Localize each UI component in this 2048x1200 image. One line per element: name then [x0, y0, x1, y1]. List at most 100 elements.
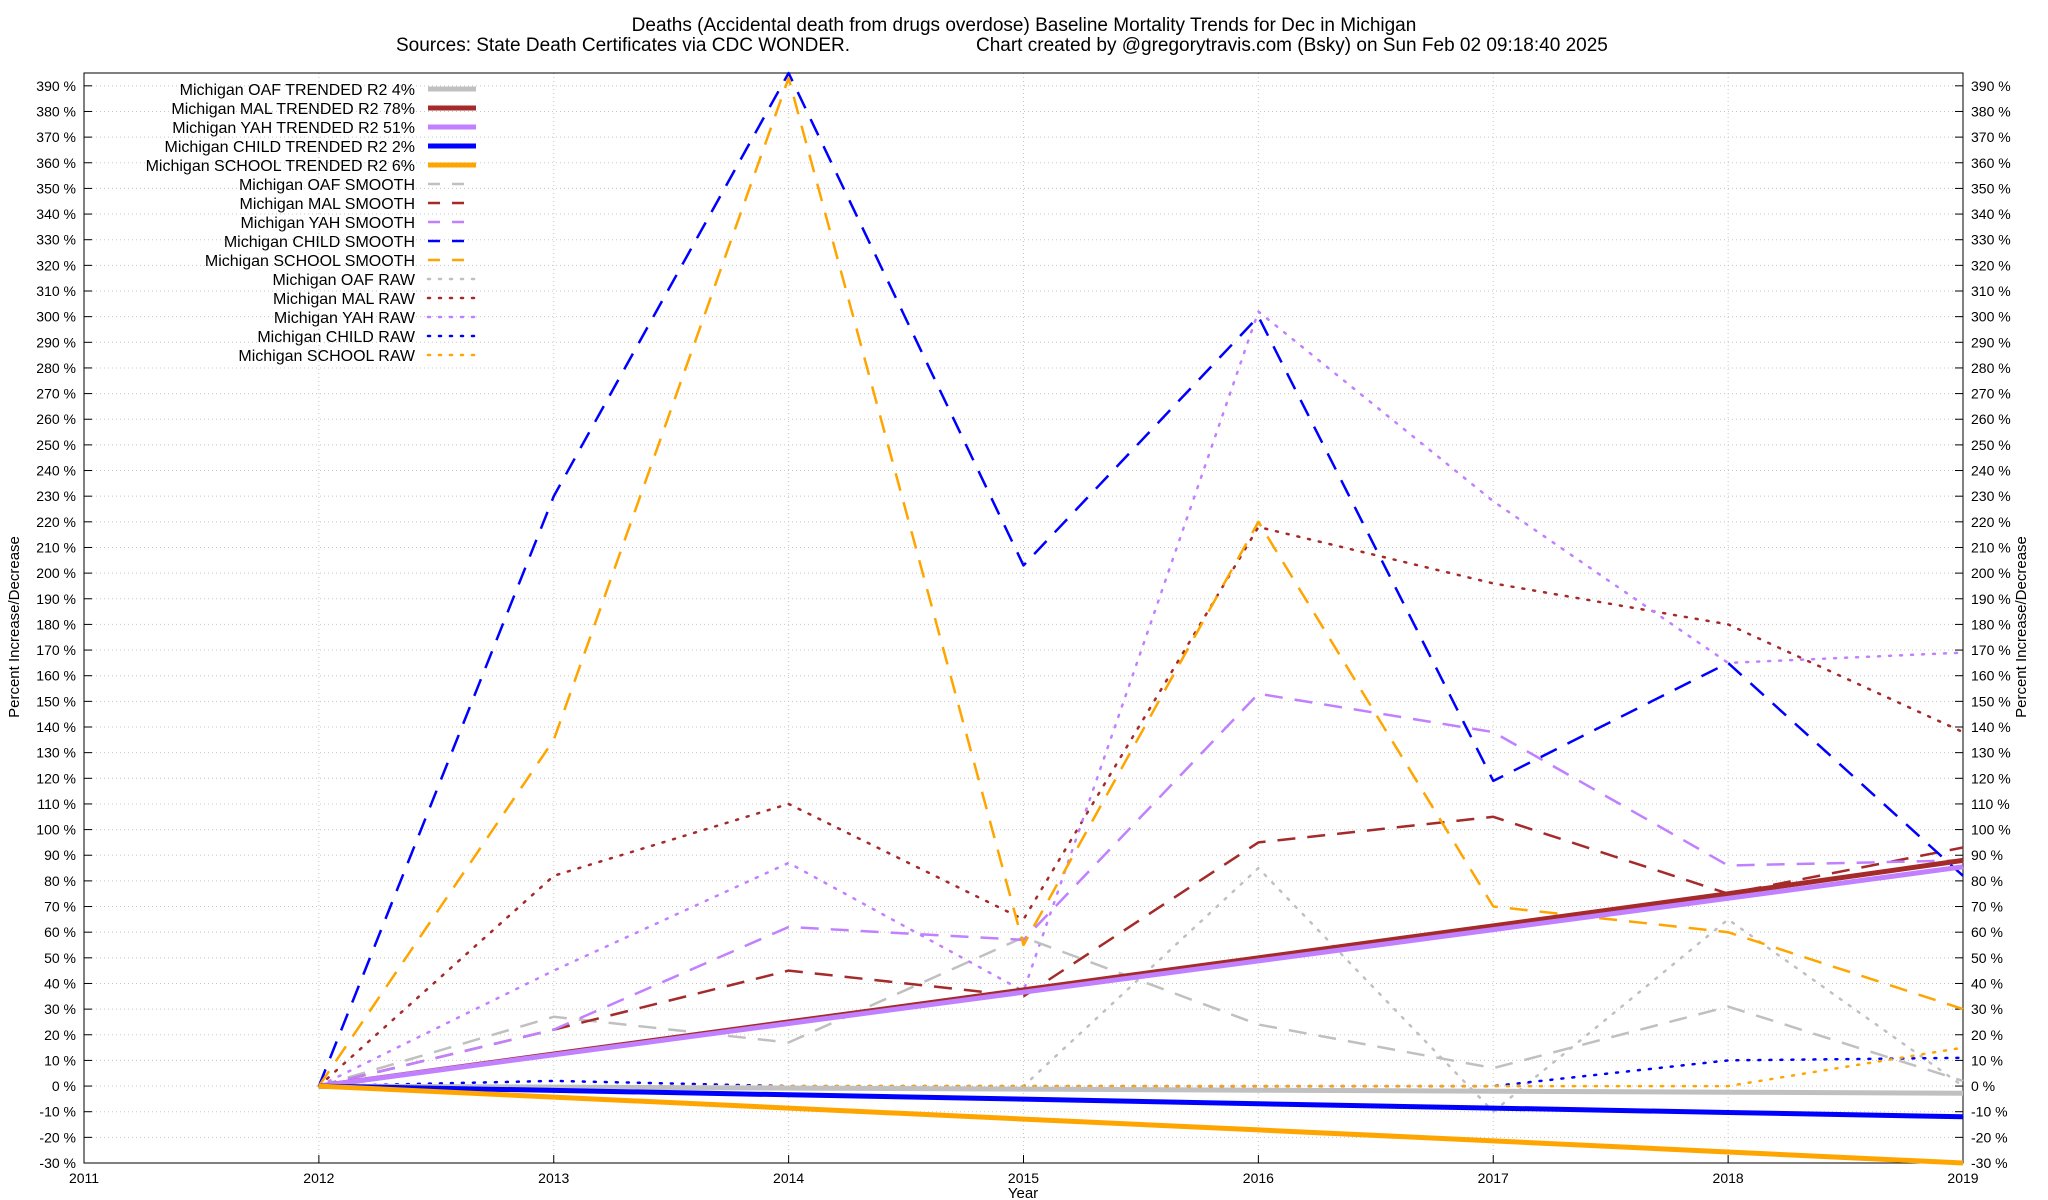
y-tick-label-right: 350 %: [1971, 180, 2011, 196]
y-tick-label-left: -10 %: [39, 1104, 76, 1120]
x-tick-label: 2016: [1243, 1170, 1274, 1186]
legend-label: Michigan SCHOOL RAW: [238, 348, 416, 365]
y-tick-label-left: 260 %: [36, 411, 76, 427]
x-tick-label: 2014: [773, 1170, 804, 1186]
y-tick-label-left: 80 %: [44, 873, 76, 889]
y-tick-label-right: 300 %: [1971, 309, 2011, 325]
y-tick-label-left: 110 %: [37, 796, 76, 812]
legend-label: Michigan SCHOOL SMOOTH: [205, 253, 415, 270]
y-tick-label-left: 10 %: [44, 1052, 76, 1068]
y-tick-label-left: 320 %: [36, 257, 76, 273]
y-tick-label-right: 40 %: [1971, 975, 2003, 991]
y-tick-label-right: 50 %: [1971, 950, 2003, 966]
y-axis-label-left: Percent Increase/Decrease: [6, 536, 23, 718]
y-tick-label-left: 50 %: [44, 950, 76, 966]
series-line-michigan-yah-trended: [318, 864, 1964, 1089]
y-tick-label-right: 260 %: [1971, 411, 2011, 427]
series-line-michigan-school-trended: [318, 1083, 1964, 1166]
y-tick-label-left: 0 %: [52, 1078, 76, 1094]
x-tick-label: 2012: [303, 1170, 334, 1186]
y-tick-label-left: 180 %: [36, 616, 76, 632]
legend-label: Michigan OAF RAW: [272, 272, 415, 289]
x-tick-label: 2018: [1713, 1170, 1744, 1186]
y-tick-label-left: 330 %: [36, 232, 76, 248]
chart-title: Deaths (Accidental death from drugs over…: [632, 15, 1417, 36]
y-tick-label-left: 240 %: [36, 463, 76, 479]
y-tick-label-right: 290 %: [1971, 334, 2011, 350]
y-tick-label-right: 200 %: [1971, 565, 2011, 581]
y-tick-label-left: 100 %: [36, 822, 76, 838]
y-tick-label-right: 210 %: [1971, 539, 2011, 555]
y-tick-label-left: 200 %: [36, 565, 76, 581]
x-tick-label: 2011: [69, 1170, 99, 1186]
y-tick-label-right: 90 %: [1971, 847, 2003, 863]
legend-label: Michigan CHILD SMOOTH: [224, 234, 415, 251]
y-tick-label-right: 320 %: [1971, 257, 2011, 273]
y-axis-label-right: Percent Increase/Decrease: [2013, 536, 2030, 718]
y-tick-label-left: 170 %: [36, 642, 76, 658]
legend-label: Michigan YAH TRENDED R2 51%: [172, 120, 415, 137]
y-tick-label-left: 90 %: [44, 847, 76, 863]
chart-subtitle-credit: Chart created by @gregorytravis.com (Bsk…: [976, 35, 1608, 56]
y-tick-label-right: 140 %: [1971, 719, 2011, 735]
y-tick-label-right: 390 %: [1971, 78, 2011, 94]
y-tick-label-left: 340 %: [36, 206, 76, 222]
y-tick-label-right: 230 %: [1971, 488, 2011, 504]
y-tick-label-left: 20 %: [44, 1027, 76, 1043]
legend-label: Michigan CHILD RAW: [257, 329, 416, 346]
series-lines: [317, 71, 1965, 1166]
y-tick-label-right: 0 %: [1971, 1078, 1995, 1094]
y-tick-label-right: 60 %: [1971, 924, 2003, 940]
series-line-michigan-child-smooth: [317, 71, 1964, 1087]
y-tick-label-right: 280 %: [1971, 360, 2011, 376]
series-line-michigan-mal-raw: [317, 525, 1965, 1088]
y-tick-label-left: 130 %: [36, 745, 76, 761]
y-tick-label-right: 340 %: [1971, 206, 2011, 222]
y-tick-label-left: 300 %: [36, 309, 76, 325]
series-line-michigan-oaf-raw: [317, 866, 1965, 1113]
series-line-michigan-mal-smooth: [318, 815, 1964, 1088]
y-tick-label-right: 120 %: [1971, 770, 2011, 786]
y-tick-label-left: 60 %: [44, 924, 76, 940]
x-tick-label: 2015: [1008, 1170, 1039, 1186]
series-line-michigan-oaf-smooth: [318, 936, 1964, 1088]
y-tick-label-left: 190 %: [36, 591, 76, 607]
y-tick-label-left: -30 %: [39, 1155, 76, 1171]
y-tick-label-right: 220 %: [1971, 514, 2011, 530]
y-tick-label-right: -10 %: [1971, 1104, 2008, 1120]
y-tick-label-left: 70 %: [44, 899, 76, 915]
y-tick-label-left: 40 %: [44, 975, 76, 991]
y-tick-label-right: 130 %: [1971, 745, 2011, 761]
y-tick-label-left: 270 %: [36, 386, 76, 402]
y-tick-label-left: 230 %: [36, 488, 76, 504]
y-tick-label-left: 370 %: [36, 129, 76, 145]
y-tick-label-right: 360 %: [1971, 155, 2011, 171]
y-tick-label-left: 220 %: [36, 514, 76, 530]
y-tick-label-right: -20 %: [1971, 1129, 2008, 1145]
legend-label: Michigan YAH RAW: [274, 310, 416, 327]
y-tick-label-right: 380 %: [1971, 103, 2011, 119]
y-tick-label-left: 350 %: [36, 180, 76, 196]
y-tick-label-right: 30 %: [1971, 1001, 2003, 1017]
y-tick-label-right: 110 %: [1971, 796, 2010, 812]
y-tick-label-left: 310 %: [36, 283, 76, 299]
y-tick-label-left: 210 %: [36, 539, 76, 555]
y-tick-label-right: 160 %: [1971, 668, 2011, 684]
series-line-michigan-yah-raw: [317, 310, 1965, 1088]
legend-label: Michigan YAH SMOOTH: [240, 215, 415, 232]
y-tick-label-right: 100 %: [1971, 822, 2011, 838]
axis-ticks: -30 % -30 % -20 % -20 % -10 % -10 % 0 % 0 % 10 %…: [36, 78, 2010, 1186]
y-tick-label-left: 120 %: [36, 770, 76, 786]
y-tick-label-right: 240 %: [1971, 463, 2011, 479]
series-line-michigan-school-smooth: [317, 76, 1964, 1087]
x-axis-label: Year: [1008, 1185, 1038, 1200]
y-tick-label-right: -30 %: [1971, 1155, 2008, 1171]
y-tick-label-left: 280 %: [36, 360, 76, 376]
y-tick-label-left: 290 %: [36, 334, 76, 350]
y-tick-label-right: 180 %: [1971, 616, 2011, 632]
legend-label: Michigan OAF TRENDED R2 4%: [180, 82, 415, 99]
y-tick-label-left: 360 %: [36, 155, 76, 171]
y-tick-label-left: 140 %: [36, 719, 76, 735]
legend-label: Michigan CHILD TRENDED R2 2%: [165, 139, 415, 156]
